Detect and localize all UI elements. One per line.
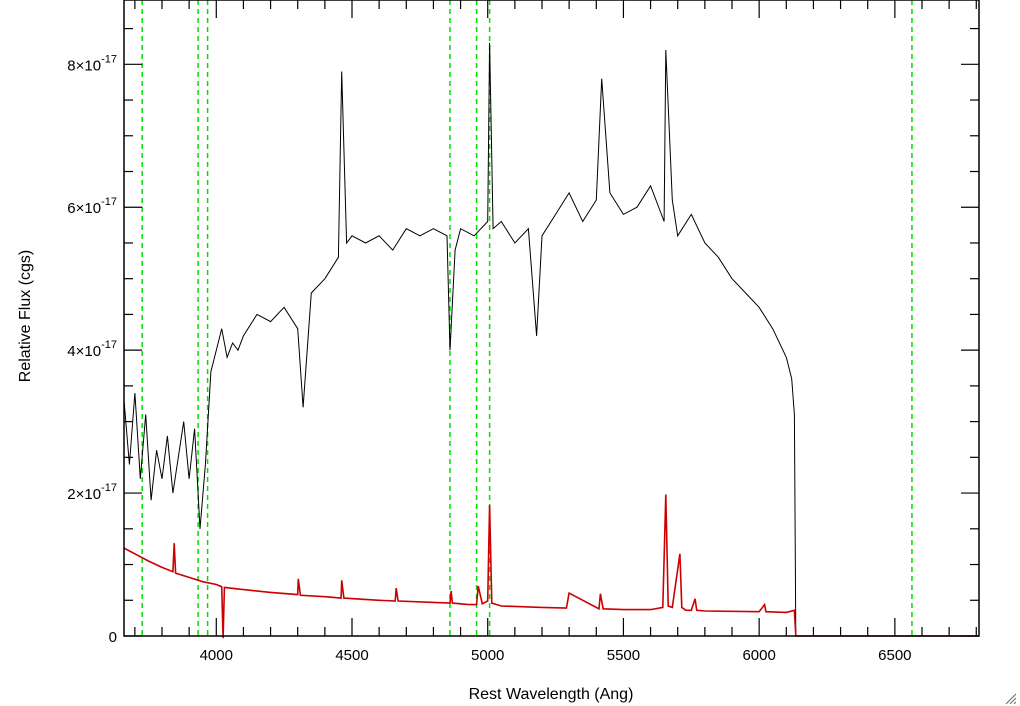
y-tick-label-4: 8×10-17	[67, 53, 117, 74]
y-tick-label-1: 2×10-17	[67, 482, 117, 503]
y-tick-label-2: 4×10-17	[67, 339, 117, 360]
x-tick-label-6500: 6500	[878, 647, 911, 664]
y-tick-label-3: 6×10-17	[67, 196, 117, 217]
y-tick-labels: 0 2×10-17 4×10-17 6×10-17 8×10-17	[67, 53, 117, 646]
x-axis-title: Rest Wavelength (Ang)	[469, 686, 634, 703]
reference-lines	[141, 0, 913, 636]
series-group	[123, 42, 979, 639]
x-tick-label-5500: 5500	[607, 647, 640, 664]
x-tick-label-5000: 5000	[471, 647, 504, 664]
x-tick-label-6000: 6000	[742, 647, 775, 664]
axis-ticks	[124, 0, 979, 637]
y-tick-label-0: 0	[109, 629, 117, 646]
plot-frame	[123, 0, 980, 637]
x-tick-label-4500: 4500	[335, 647, 368, 664]
series-line-0	[123, 42, 797, 637]
y-axis-title: Relative Flux (cgs)	[17, 250, 34, 382]
x-tick-labels: 4000 4500 5000 5500 6000 6500	[200, 647, 912, 664]
series-line-1	[123, 494, 979, 639]
x-tick-label-4000: 4000	[200, 647, 233, 664]
resize-grip-icon[interactable]	[1004, 692, 1016, 704]
